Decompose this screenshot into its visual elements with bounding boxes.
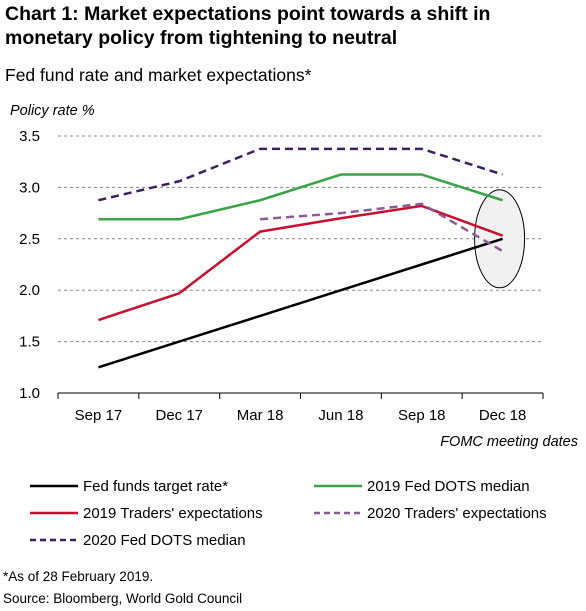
series-line-3	[259, 202, 504, 253]
legend-label: 2020 Traders' expectations	[367, 504, 547, 522]
legend-item-2019-traders: 2019 Traders' expectations	[30, 501, 263, 525]
series-lines	[98, 147, 504, 369]
legend-item-2020-traders: 2020 Traders' expectations	[314, 501, 547, 525]
series-line-0	[98, 237, 503, 369]
chart-subtitle: Fed fund rate and market expectations*	[5, 65, 312, 85]
y-axis-label: Policy rate %	[10, 103, 95, 119]
x-tick-label: Mar 18	[237, 407, 284, 424]
x-tick-label: Sep 18	[398, 407, 446, 424]
y-tick-label: 1.5	[19, 334, 40, 351]
series-line-2	[98, 204, 504, 322]
source-note: Source: Bloomberg, World Gold Council	[3, 591, 243, 606]
x-tick-label: Jun 18	[318, 407, 363, 424]
y-tick-label: 2.0	[19, 282, 40, 299]
legend-swatch	[314, 511, 362, 515]
x-tick-label: Sep 17	[75, 407, 123, 424]
legend-swatch	[30, 538, 78, 542]
legend-label: 2019 Traders' expectations	[83, 504, 263, 522]
y-tick-label: 1.0	[19, 385, 40, 402]
legend-swatch	[30, 511, 78, 515]
footnote: *As of 28 February 2019.	[3, 569, 154, 584]
x-axis-label: FOMC meeting dates	[440, 434, 578, 450]
line-chart: Policy rate % 3.5 3.0 2.5 2.0 1.5 1.0 Sep 17 D…	[10, 103, 578, 450]
legend-item-2020-dots: 2020 Fed DOTS median	[30, 528, 246, 552]
legend-item-2019-dots: 2019 Fed DOTS median	[314, 474, 530, 498]
legend-swatch	[30, 484, 78, 488]
gridlines	[58, 135, 543, 343]
legend-label: 2019 Fed DOTS median	[367, 477, 530, 495]
y-tick-label: 3.0	[19, 179, 40, 196]
series-line-1	[98, 173, 503, 221]
chart-title: Chart 1: Market expectations point towar…	[5, 3, 491, 49]
y-tick-label: 2.5	[19, 231, 40, 248]
legend-label: Fed funds target rate*	[83, 477, 229, 495]
x-tick-label: Dec 17	[155, 407, 203, 424]
y-tick-label: 3.5	[19, 128, 40, 145]
legend-item-fed-funds: Fed funds target rate*	[30, 474, 228, 498]
x-tick-label: Dec 18	[479, 407, 527, 424]
y-ticks: 3.5 3.0 2.5 2.0 1.5 1.0	[19, 128, 40, 402]
legend-swatch	[314, 484, 362, 488]
x-ticks: Sep 17 Dec 17 Mar 18 Jun 18 Sep 18 Dec 18	[57, 393, 544, 424]
legend-label: 2020 Fed DOTS median	[83, 531, 246, 549]
legend: Fed funds target rate* 2019 Fed DOTS med…	[30, 474, 586, 554]
series-line-4	[98, 147, 503, 202]
